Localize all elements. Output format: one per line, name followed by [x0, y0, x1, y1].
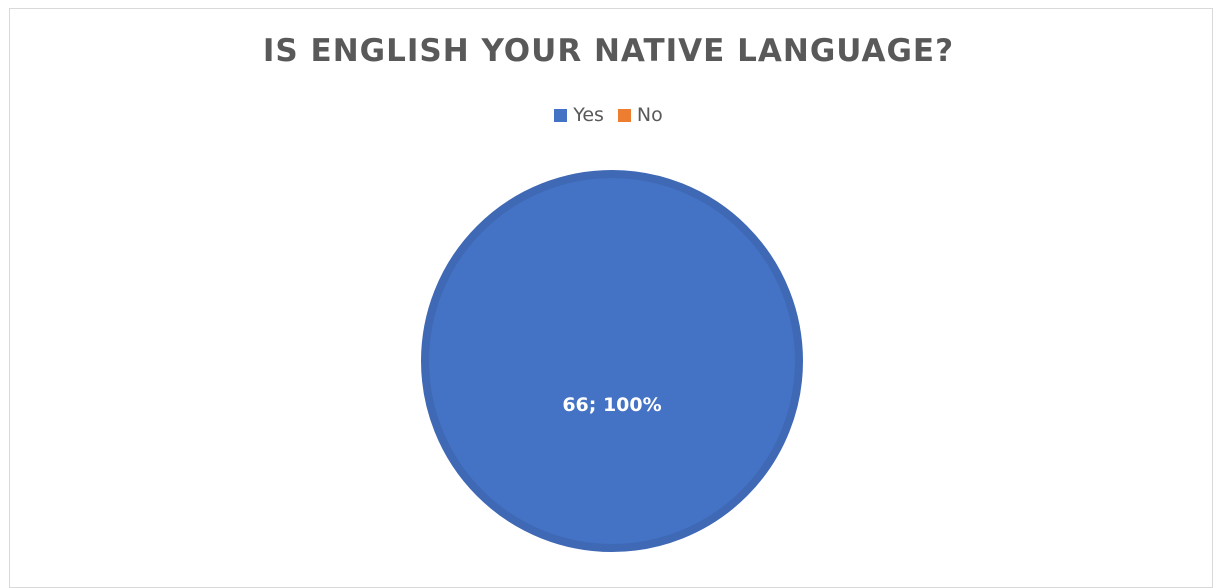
- pie-slice-yes: [421, 170, 803, 552]
- legend-entry-no: No: [617, 104, 663, 126]
- legend-label-no: No: [636, 104, 663, 126]
- pie-chart: 66; 100%: [421, 170, 803, 552]
- legend-label-yes: Yes: [573, 104, 604, 126]
- chart-title: IS ENGLISH YOUR NATIVE LANGUAGE?: [262, 33, 955, 69]
- data-label-yes: 66; 100%: [562, 394, 661, 416]
- legend-swatch-no: [617, 108, 631, 122]
- legend-swatch-yes: [554, 108, 568, 122]
- chart-legend: Yes No: [0, 104, 1217, 126]
- legend-entry-yes: Yes: [554, 104, 604, 126]
